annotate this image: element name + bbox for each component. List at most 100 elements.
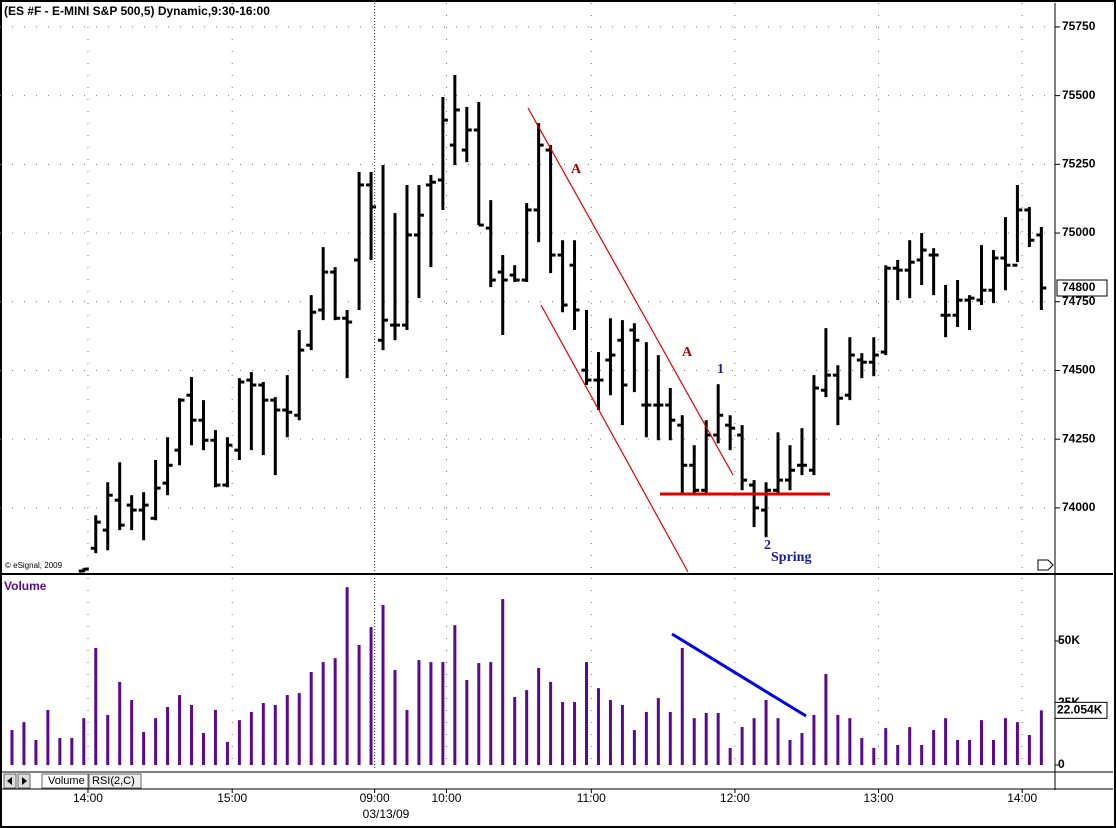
- volume-bar: [585, 662, 589, 766]
- x-tick-label: 14:00: [1007, 791, 1037, 805]
- volume-bar: [333, 658, 337, 766]
- volume-bar: [22, 722, 26, 766]
- last-volume-label: 22.054K: [1057, 703, 1103, 717]
- tab[interactable]: [88, 773, 142, 789]
- volume-bar: [920, 744, 924, 766]
- volume-bar: [944, 718, 948, 766]
- volume-bar: [561, 702, 565, 766]
- annotation: A: [571, 162, 582, 177]
- y-tick-label: 75500: [1062, 88, 1096, 102]
- volume-bar: [1039, 710, 1043, 766]
- y-tick-label: 75000: [1062, 225, 1096, 239]
- volume-bar: [513, 697, 517, 766]
- volume-bar: [213, 709, 217, 766]
- volume-bar: [980, 720, 984, 766]
- volume-bar: [142, 732, 146, 766]
- y-tick-label: 75750: [1062, 19, 1096, 33]
- volume-bar: [477, 663, 481, 766]
- volume-bar: [261, 703, 265, 766]
- volume-bar: [656, 698, 660, 766]
- volume-bar: [968, 739, 972, 766]
- y-tick-label: 74750: [1062, 294, 1096, 308]
- annotation: A: [682, 345, 693, 360]
- volume-bar: [225, 741, 229, 766]
- x-tick-label: 13:00: [864, 791, 894, 805]
- volume-bar: [848, 718, 852, 766]
- volume-bar: [273, 705, 277, 766]
- volume-bar: [752, 718, 756, 766]
- trend-line: [540, 304, 689, 573]
- volume-bar: [345, 587, 349, 766]
- trend-line: [527, 107, 734, 476]
- volume-bar: [776, 718, 780, 766]
- volume-bar: [178, 695, 182, 766]
- volume-bar: [285, 695, 289, 766]
- volume-bar: [249, 711, 253, 766]
- annotation: Spring: [771, 550, 811, 565]
- volume-bar: [800, 733, 804, 766]
- volume-bar: [596, 688, 600, 766]
- volume-bar: [1027, 735, 1031, 766]
- x-tick-label: 10:00: [431, 791, 461, 805]
- volume-bar: [58, 738, 62, 766]
- volume-bar: [10, 730, 14, 766]
- x-tick-label: 14:00: [73, 791, 103, 805]
- volume-bar: [369, 627, 373, 766]
- scroll-end-button[interactable]: [1037, 559, 1054, 571]
- volume-bar: [896, 744, 900, 766]
- tab-label[interactable]: RSI(2,C): [92, 775, 135, 787]
- date-label: 03/13/09: [363, 807, 410, 821]
- volume-bar: [1003, 718, 1007, 766]
- volume-bar: [154, 718, 158, 766]
- volume-bar: [549, 681, 553, 766]
- last-volume-box: [1054, 701, 1108, 719]
- volume-bar: [34, 739, 38, 766]
- volume-bar: [908, 727, 912, 766]
- volume-bar: [788, 739, 792, 766]
- volume-bar: [812, 714, 816, 766]
- x-tick-label: 15:00: [217, 791, 247, 805]
- volume-bar: [309, 672, 313, 766]
- volume-bar: [237, 720, 241, 766]
- volume-bar: [932, 730, 936, 766]
- volume-bar: [824, 674, 828, 766]
- volume-bar: [190, 705, 194, 766]
- volume-bar: [608, 700, 612, 766]
- volume-bar: [836, 714, 840, 766]
- volume-bar: [201, 733, 205, 766]
- volume-bar: [537, 668, 541, 766]
- volume-bar: [393, 670, 397, 766]
- volume-bar: [166, 706, 170, 766]
- volume-bar: [417, 660, 421, 766]
- volume-bar: [573, 702, 577, 766]
- credit: © eSignal, 2009: [5, 561, 63, 570]
- volume-bar: [130, 700, 134, 766]
- volume-bar: [381, 605, 385, 766]
- volume-bar: [716, 712, 720, 766]
- chart-title: (ES #F - E-MINI S&P 500,5) Dynamic,9:30-…: [4, 4, 270, 18]
- volume-bar: [740, 727, 744, 766]
- volume-bar: [728, 747, 732, 766]
- last-price-box: [1056, 279, 1108, 297]
- volume-bar: [956, 739, 960, 766]
- volume-bar: [405, 709, 409, 766]
- pane-title: Volume: [4, 579, 47, 593]
- y-tick-label: 74500: [1062, 363, 1096, 377]
- tab[interactable]: [41, 773, 89, 789]
- y-tick-label: 50K: [1058, 633, 1080, 647]
- volume-trend-line: [671, 632, 807, 718]
- tab-label[interactable]: Volume: [48, 775, 85, 787]
- volume-bar: [680, 647, 684, 766]
- volume-bar: [704, 712, 708, 766]
- scroll-arrows: [7, 777, 27, 785]
- volume-bar: [501, 599, 505, 766]
- volume-bars: [10, 587, 1043, 766]
- volume-bar: [429, 662, 433, 766]
- price-bars: [78, 75, 1047, 573]
- y-tick-label: 74000: [1062, 500, 1096, 514]
- annotation: 2: [764, 538, 771, 553]
- volume-bar: [692, 718, 696, 766]
